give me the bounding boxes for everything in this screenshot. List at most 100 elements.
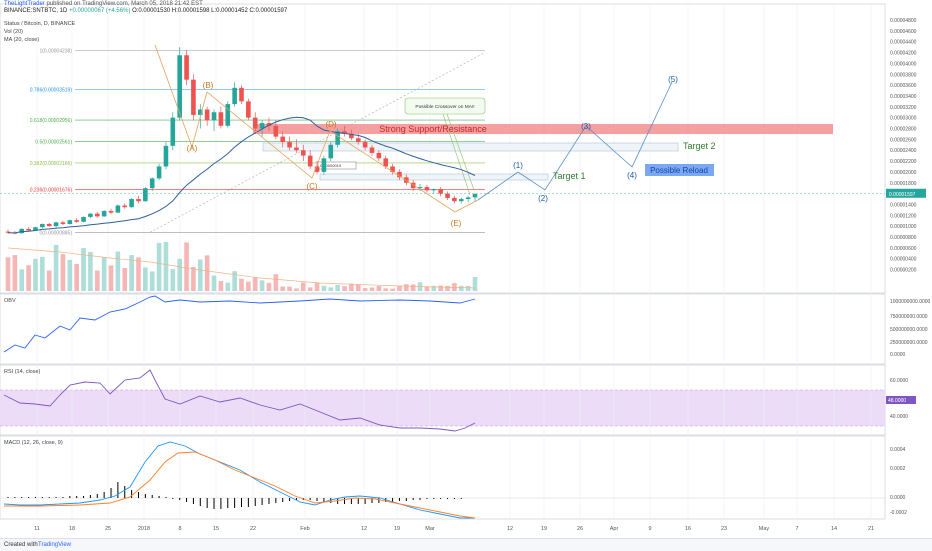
ohlc-text: O:0.00001530 H:0.00001598 L:0.00001452 C… (132, 8, 288, 14)
#f48fb1: macd-histogram-bar (21, 497, 23, 498)
fib-label: 0(0.00000885) (39, 230, 72, 236)
ohlc-info: BINANCE:SNTBTC, 1D +0.00000067 (+4.56%) … (4, 8, 287, 15)
price-tick-label: 0.00001200 (890, 213, 917, 219)
support-zone (253, 124, 833, 134)
candle-body (19, 228, 25, 234)
candle-body (328, 144, 334, 159)
volume-bar (163, 241, 169, 291)
candle-body (424, 187, 430, 191)
#f48fb1: macd-histogram-bar (151, 495, 153, 498)
rsi-label: RSI (14, close) (4, 369, 41, 375)
time-tick-label: May (759, 526, 770, 532)
candle-body (163, 145, 169, 167)
fib-label: 0.5(0.00002561) (35, 139, 72, 145)
volume-bar (362, 288, 368, 291)
volume-bar (88, 251, 93, 291)
volume-bar (53, 244, 59, 291)
footer: Created with TradingView (0, 538, 932, 551)
volume-bar (149, 271, 155, 291)
crossover-box (404, 97, 486, 115)
candle-body (417, 187, 423, 189)
price-tick-label: 0.00004200 (890, 51, 917, 57)
annotation-zones: 0.00000019 Possible Crossover on MA!! (253, 97, 833, 196)
signal-line (4, 451, 476, 519)
volume-bar (246, 281, 251, 291)
candle-body (26, 228, 31, 231)
macd-tick-label: 0.0002 (890, 466, 906, 472)
volume-bar (74, 263, 79, 291)
#e57373: macd-histogram-bar (295, 498, 297, 500)
fib-trend-line (149, 52, 486, 233)
volume-bar (81, 247, 86, 291)
price-tick-label: 0.00004400 (890, 40, 917, 46)
tradingview-link[interactable]: TradingView (38, 542, 72, 548)
#e57373: macd-histogram-bar (412, 498, 414, 500)
time-tick-label: 19 (541, 526, 547, 532)
volume-bar (335, 284, 340, 291)
#f48fb1: macd-histogram-bar (165, 497, 167, 498)
#e57373: macd-histogram-bar (172, 498, 174, 499)
volume-bar (136, 257, 141, 291)
obv-tick-label: 500000000.0000 (890, 327, 928, 333)
rsi-line (3, 369, 476, 432)
volume-bar (287, 286, 292, 291)
publish-text: published on TradingView.com, March 05, … (46, 1, 203, 7)
candle-body (101, 210, 107, 217)
candle-body (445, 193, 450, 198)
#e57373: macd-histogram-bar (344, 498, 346, 504)
volume-bar (465, 285, 471, 291)
price-tick-label: 0.00001400 (890, 202, 917, 208)
#e57373: macd-histogram-bar (316, 498, 318, 501)
volume-bar (273, 274, 279, 291)
author-link[interactable]: TheLightTrader (4, 1, 45, 7)
#f48fb1: macd-histogram-bar (83, 496, 85, 498)
wave-label-abc: (B) (203, 81, 214, 90)
time-tick-label: 21 (868, 526, 874, 532)
volume-bar (170, 269, 176, 291)
price-box (317, 161, 357, 170)
candles (5, 47, 478, 235)
volume-bar (307, 287, 313, 291)
volume-bar (328, 287, 334, 291)
volume-bar (266, 282, 272, 291)
fib-label: 0.236(0.00001676) (30, 187, 73, 193)
volume-bar (94, 270, 100, 291)
candle-body (129, 199, 134, 208)
candle-body (81, 216, 86, 222)
#e57373: macd-histogram-bar (323, 498, 325, 502)
#e57373: macd-histogram-bar (378, 498, 380, 503)
rsi-tick-label: 40.0000 (890, 414, 908, 420)
candle-body (349, 133, 354, 139)
#e57373: macd-histogram-bar (453, 498, 455, 499)
volume-bar (60, 254, 66, 291)
volume-bar (197, 259, 203, 291)
volume-bar (314, 282, 320, 291)
volume-bar (122, 267, 128, 291)
candle-body (342, 131, 347, 134)
volume-bar (204, 255, 210, 291)
volume-bar (342, 286, 347, 291)
crossover-pointer (442, 113, 471, 196)
price-tick-label: 0.00003200 (890, 105, 917, 111)
#f48fb1: macd-histogram-bar (7, 497, 9, 498)
candle-body (218, 112, 224, 126)
volume-bar (177, 258, 182, 291)
candle-body (67, 220, 73, 224)
#e57373: macd-histogram-bar (309, 498, 311, 500)
volume-ma-line (7, 247, 476, 289)
candle-body (273, 125, 279, 137)
volume-bar (40, 256, 45, 291)
candle-body (115, 205, 121, 213)
volume-bar (33, 258, 38, 291)
volume-bar (19, 269, 25, 291)
projection-wave-path (477, 81, 673, 201)
#e57373: macd-histogram-bar (213, 498, 215, 509)
#e57373: macd-histogram-bar (426, 498, 428, 499)
volume-bar (232, 271, 237, 291)
price-tick-label: 0.00002200 (890, 159, 917, 165)
fib-label: 0.786(0.00003519) (30, 87, 73, 93)
obv-line (3, 295, 476, 353)
price-axis: 0.00004800 0.00004600 0.00004400 0.00004200… (0, 18, 931, 516)
volume-bar (301, 282, 306, 291)
price-box-label: 0.00000019 (320, 163, 342, 168)
